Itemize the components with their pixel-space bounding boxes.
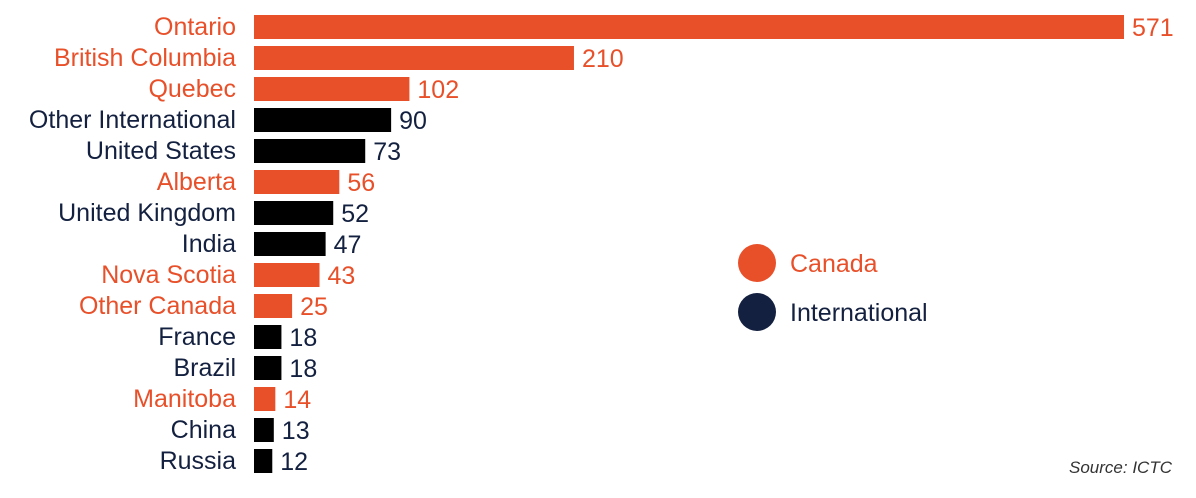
- value-label: 13: [282, 417, 310, 445]
- value-label: 102: [417, 76, 459, 104]
- bar-manitoba: [254, 387, 276, 411]
- value-label: 43: [328, 262, 356, 290]
- category-label: Manitoba: [133, 385, 236, 413]
- value-label: 25: [300, 293, 328, 321]
- value-label: 52: [341, 200, 369, 228]
- category-label: United States: [86, 137, 236, 165]
- category-label: Other Canada: [79, 292, 236, 320]
- category-label: Ontario: [154, 13, 236, 41]
- bar-brazil: [254, 356, 282, 380]
- value-label: 73: [373, 138, 401, 166]
- category-label: United Kingdom: [58, 199, 236, 227]
- bar-nova-scotia: [254, 263, 320, 287]
- legend-swatch: [738, 244, 776, 282]
- value-label: 210: [582, 45, 624, 73]
- bar-russia: [254, 449, 273, 473]
- category-label: India: [182, 230, 236, 258]
- category-label: Other International: [29, 106, 236, 134]
- legend-label: Canada: [790, 250, 878, 278]
- bar-india: [254, 232, 326, 256]
- legend: Canada International: [738, 244, 928, 331]
- category-label: France: [158, 323, 236, 351]
- value-label: 56: [347, 169, 375, 197]
- bar-united-kingdom: [254, 201, 334, 225]
- legend-label: International: [790, 299, 928, 327]
- category-label: Brazil: [173, 354, 236, 382]
- value-label: 14: [283, 386, 311, 414]
- category-label: Russia: [160, 447, 237, 475]
- value-label: 47: [334, 231, 362, 259]
- bar-alberta: [254, 170, 340, 194]
- legend-swatch: [738, 293, 776, 331]
- bar-ontario: [254, 15, 1124, 39]
- bar-china: [254, 418, 274, 442]
- bar-france: [254, 325, 282, 349]
- category-label: Alberta: [157, 168, 236, 196]
- value-label: 571: [1132, 14, 1174, 42]
- category-label: China: [171, 416, 236, 444]
- value-label: 18: [289, 355, 317, 383]
- bar-other-international: [254, 108, 392, 132]
- bar-united-states: [254, 139, 366, 163]
- category-label: Quebec: [148, 75, 236, 103]
- bar-other-canada: [254, 294, 293, 318]
- category-label: British Columbia: [54, 44, 236, 72]
- bar-quebec: [254, 77, 410, 101]
- value-label: 90: [399, 107, 427, 135]
- bar-british-columbia: [254, 46, 574, 70]
- category-label: Nova Scotia: [101, 261, 236, 289]
- bars-group: Ontario 571 British Columbia 210 Quebec 102 Ot…: [29, 13, 1174, 476]
- value-label: 12: [280, 448, 308, 476]
- value-label: 18: [289, 324, 317, 352]
- source-note: Source: ICTC: [1069, 458, 1173, 477]
